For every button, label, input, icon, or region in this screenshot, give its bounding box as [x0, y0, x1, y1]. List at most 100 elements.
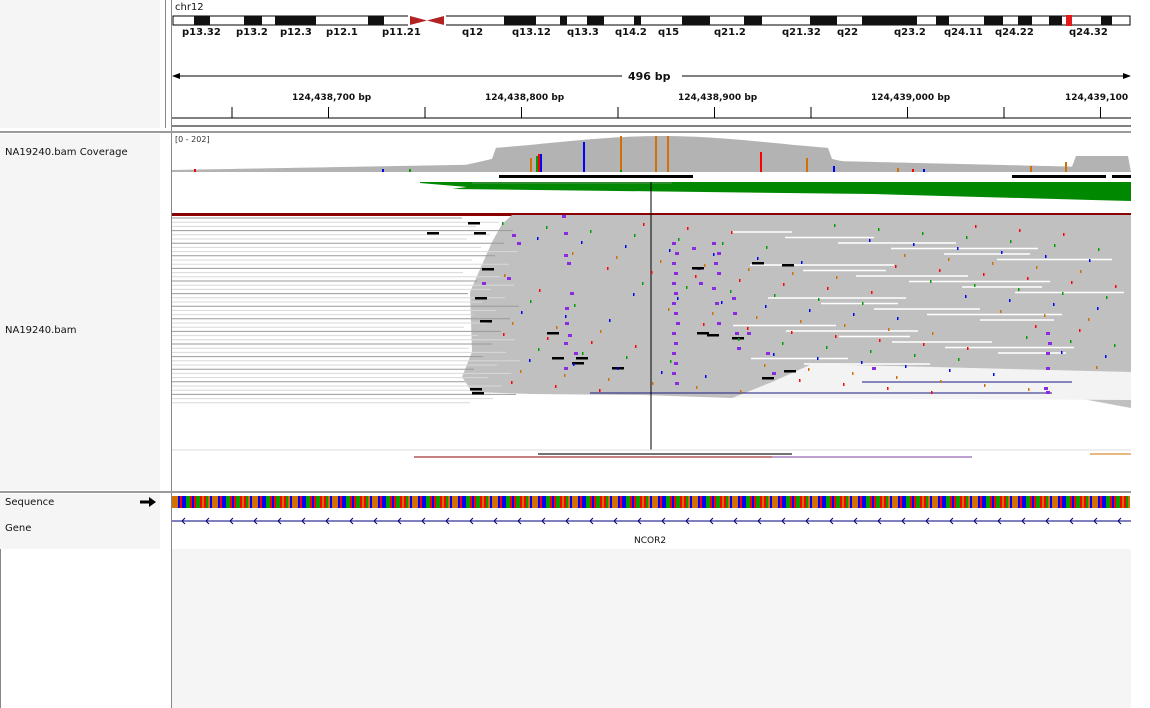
sequence-base-146 [464, 496, 466, 508]
sequence-base-405 [982, 496, 984, 508]
read-insertion-38 [715, 302, 719, 305]
gene-track[interactable]: NCOR2 [172, 514, 1131, 549]
read-deletion-17 [576, 357, 588, 360]
read-insertion-37 [712, 287, 716, 290]
sequence-base-455 [1082, 496, 1084, 508]
sequence-base-449 [1070, 496, 1072, 508]
gene-track-name[interactable]: Gene [5, 523, 32, 534]
sequence-base-253 [678, 496, 680, 508]
ideogram-svg[interactable]: p13.32 p13.2 p12.3 p12.1 p11.21 q12 q13.12 q13.… [172, 15, 1131, 45]
sequence-base-354 [880, 496, 882, 508]
read-mismatch-143 [635, 345, 637, 348]
sequence-base-343 [858, 496, 860, 508]
right-arrow-icon[interactable] [139, 495, 157, 509]
sequence-base-106 [384, 496, 386, 508]
read-insertion-20 [674, 292, 678, 295]
read-insertion-13 [574, 352, 578, 355]
sequence-base-439 [1050, 496, 1052, 508]
read-mismatch-66 [1088, 318, 1090, 321]
sequence-track-name[interactable]: Sequence [5, 497, 55, 508]
sequence-base-16 [204, 496, 206, 508]
alignment-track[interactable] [172, 172, 1131, 490]
sequence-base-395 [962, 496, 964, 508]
gene-strand-arrow-466 [637, 517, 642, 525]
read-mismatch-86 [608, 378, 610, 381]
sequence-base-426 [1024, 496, 1026, 508]
read-mismatch-92 [774, 294, 776, 297]
band-block-8 [634, 16, 641, 25]
sequence-base-427 [1026, 496, 1028, 508]
sequence-base-273 [718, 496, 720, 508]
sequence-base-279 [730, 496, 732, 508]
sequence-base-364 [900, 496, 902, 508]
sequence-base-297 [766, 496, 768, 508]
sequence-base-201 [574, 496, 576, 508]
sequence-base-88 [348, 496, 350, 508]
sequence-base-237 [646, 496, 648, 508]
gene-strand-arrow-514 [685, 517, 690, 525]
ruler-area[interactable]: 496 bp 124,438,700 bp 124,438,800 bp 124… [172, 52, 1131, 128]
read-mismatch-99 [1071, 281, 1073, 284]
sequence-base-288 [748, 496, 750, 508]
sequence-base-94 [360, 496, 362, 508]
alignment-track-name[interactable]: NA19240.bam [5, 325, 77, 336]
sequence-base-56 [284, 496, 286, 508]
sequence-base-223 [618, 496, 620, 508]
gene-strand-arrow-538 [709, 517, 714, 525]
header-panel-border [165, 0, 166, 128]
sequence-base-431 [1034, 496, 1036, 508]
gene-strand-arrow-370 [541, 517, 546, 525]
coverage-track-name[interactable]: NA19240.bam Coverage [5, 147, 128, 158]
coverage-mismatch-6 [540, 154, 542, 172]
band-label-q15: q15 [658, 27, 679, 38]
sequence-base-236 [644, 496, 646, 508]
read-mismatch-48 [590, 230, 592, 233]
read-mismatch-52 [1114, 344, 1116, 347]
sequence-track[interactable] [172, 496, 1131, 508]
sequence-base-229 [630, 496, 632, 508]
sequence-base-75 [322, 496, 324, 508]
gene-feature[interactable] [172, 514, 1131, 528]
sequence-base-267 [706, 496, 708, 508]
sequence-base-391 [954, 496, 956, 508]
gene-strand-arrow-730 [901, 517, 906, 525]
sequence-base-441 [1054, 496, 1056, 508]
coverage-histogram[interactable] [172, 134, 1131, 172]
alignment-reads[interactable] [172, 172, 1131, 490]
gene-strand-arrow-706 [877, 517, 882, 525]
read-mismatch-105 [617, 367, 619, 370]
read-insertion-18 [674, 272, 678, 275]
sequence-base-246 [664, 496, 666, 508]
sequence-base-411 [994, 496, 996, 508]
span-label: 496 bp [628, 70, 671, 83]
sequence-base-192 [556, 496, 558, 508]
sequence-base-52 [276, 496, 278, 508]
sequence-base-373 [918, 496, 920, 508]
sequence-base-186 [544, 496, 546, 508]
gene-strand-arrow-682 [853, 517, 858, 525]
sequence-base-127 [426, 496, 428, 508]
sequence-base-20 [212, 496, 214, 508]
sequence-base-151 [474, 496, 476, 508]
coverage-track[interactable]: [0 - 202] [172, 134, 1131, 172]
read-mismatch-102 [844, 324, 846, 327]
sequence-base-317 [806, 496, 808, 508]
read-mismatch-2 [764, 364, 766, 367]
read-mismatch-0 [502, 222, 504, 225]
sequence-base-39 [250, 496, 252, 508]
sequence-base-104 [380, 496, 382, 508]
read-mismatch-54 [756, 316, 758, 319]
coverage-mismatch-3 [530, 158, 532, 172]
sequence-base-227 [626, 496, 628, 508]
sequence-base-357 [886, 496, 888, 508]
sequence-base-367 [906, 496, 908, 508]
read-black-1 [499, 175, 693, 178]
sequence-base-46 [264, 496, 266, 508]
read-mismatch-59 [791, 331, 793, 334]
read-insertion-34 [717, 252, 721, 255]
sequence-base-86 [344, 496, 346, 508]
chromosome-ideogram[interactable]: p13.32 p13.2 p12.3 p12.1 p11.21 q12 q13.12 q13.… [172, 15, 1131, 45]
sequence-base-74 [320, 496, 322, 508]
sequence-base-117 [406, 496, 408, 508]
